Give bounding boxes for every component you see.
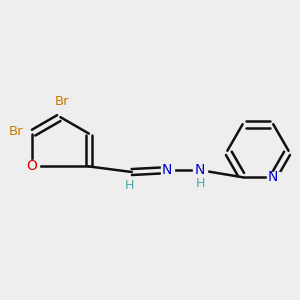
Bar (266, 172, 280, 183)
Text: Br: Br (9, 125, 24, 138)
Bar (196, 178, 206, 188)
Text: H: H (196, 177, 206, 190)
Text: N: N (162, 163, 172, 177)
Text: Br: Br (55, 95, 70, 108)
Bar (8, 126, 25, 138)
Bar (125, 180, 135, 190)
Text: H: H (125, 178, 135, 192)
Bar (25, 160, 39, 172)
Bar (54, 95, 70, 107)
Bar (194, 165, 207, 176)
Text: O: O (26, 159, 38, 173)
Text: N: N (195, 163, 205, 177)
Text: N: N (268, 170, 278, 184)
Bar (160, 165, 174, 176)
